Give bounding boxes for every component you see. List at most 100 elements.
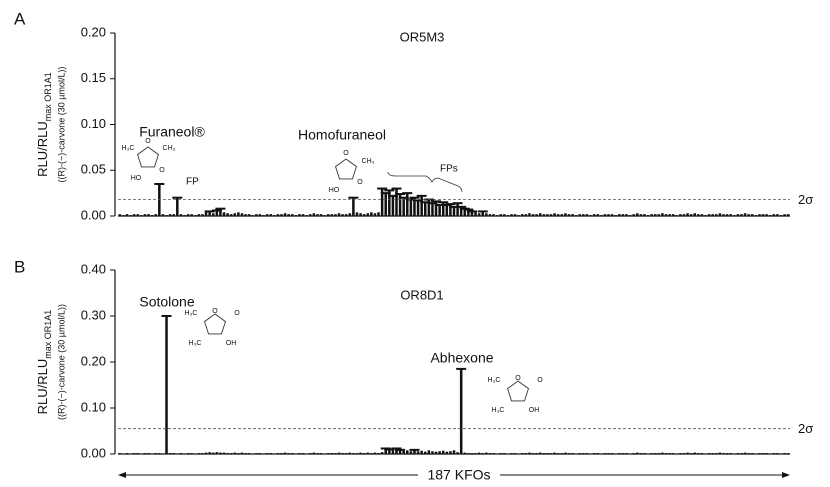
bar	[308, 453, 312, 454]
bar	[571, 453, 574, 454]
bar	[319, 214, 323, 216]
bar	[359, 213, 362, 216]
bar	[718, 452, 722, 454]
bar	[718, 213, 722, 216]
bar	[783, 453, 786, 454]
bar	[553, 452, 556, 454]
bar	[474, 212, 477, 216]
bar	[370, 212, 373, 216]
y-tick-label: 0.30	[81, 307, 106, 322]
bar	[664, 453, 668, 454]
bar	[308, 214, 312, 216]
bar	[301, 214, 305, 216]
bar	[610, 453, 614, 454]
bar	[517, 215, 520, 216]
bar	[513, 453, 517, 454]
bar	[168, 214, 172, 216]
bar	[201, 453, 204, 454]
panel-letter: B	[14, 257, 25, 276]
bar	[140, 215, 143, 216]
bar	[154, 453, 157, 454]
bar	[646, 215, 650, 216]
bar	[700, 214, 704, 216]
bar	[362, 214, 366, 216]
bar	[542, 453, 546, 454]
molecule-label: CH₃	[362, 158, 375, 165]
bar	[650, 453, 653, 454]
bar	[161, 214, 165, 216]
bar	[298, 214, 301, 216]
y-axis-label-sub: max OR1A1	[43, 72, 53, 121]
molecule-label: H₃C	[492, 407, 505, 414]
bar	[280, 214, 283, 216]
bar	[675, 215, 679, 216]
bar	[359, 452, 362, 454]
bar	[150, 215, 154, 216]
molecule-label: O	[357, 179, 363, 186]
bar	[344, 453, 348, 454]
bar	[323, 215, 326, 216]
bar	[211, 213, 215, 216]
bar	[761, 453, 765, 454]
bar	[524, 214, 528, 216]
bar	[441, 202, 445, 216]
bar	[459, 368, 463, 454]
y-tick-label: 0.00	[81, 445, 106, 460]
bar	[618, 453, 621, 454]
molecule-label: H₃C	[488, 377, 501, 384]
molecule-label: H₃C	[122, 145, 135, 152]
bar	[283, 452, 287, 454]
bar	[276, 453, 280, 454]
bar	[470, 211, 474, 216]
x-arrow-head-right	[782, 472, 790, 478]
bar	[395, 188, 398, 216]
bar	[578, 453, 582, 454]
bar	[528, 213, 531, 216]
bar	[560, 453, 564, 454]
bar	[528, 452, 531, 454]
x-axis-label: 187 KFOs	[427, 467, 490, 483]
bar	[772, 453, 776, 454]
bar	[538, 213, 542, 216]
bar	[388, 449, 391, 454]
bar	[564, 452, 567, 454]
bar	[129, 215, 132, 216]
bar	[740, 453, 743, 454]
bar	[553, 213, 556, 216]
threshold-label: 2σ	[798, 421, 813, 436]
bar	[449, 451, 452, 454]
bar	[283, 213, 287, 216]
bar	[183, 215, 186, 216]
bar	[355, 453, 359, 454]
bar	[725, 214, 729, 216]
bar	[697, 453, 700, 454]
bar	[463, 452, 467, 454]
bar	[485, 452, 488, 454]
bar	[291, 453, 294, 454]
bar	[456, 203, 459, 216]
molecule-label: H₃C	[189, 340, 202, 347]
y-axis-label-main: RLU/RLU	[35, 121, 50, 177]
bar	[546, 453, 549, 454]
bar	[326, 453, 330, 454]
bar	[352, 453, 355, 454]
bar	[240, 452, 244, 454]
bar	[485, 213, 488, 216]
bar	[334, 453, 337, 454]
bar	[632, 214, 635, 216]
bar	[614, 215, 617, 216]
bar	[377, 453, 380, 454]
molecule-label: HO	[131, 175, 142, 182]
molecule-ring	[137, 146, 159, 168]
bar	[391, 450, 395, 454]
bar	[190, 214, 193, 216]
bar	[736, 453, 740, 454]
threshold-label: 2σ	[798, 192, 813, 207]
bar	[567, 214, 571, 216]
bar	[233, 213, 237, 216]
bar	[438, 205, 441, 216]
bar	[636, 452, 639, 454]
molecule-label: H₃C	[185, 310, 198, 317]
bar	[208, 211, 211, 216]
bar	[186, 453, 190, 454]
